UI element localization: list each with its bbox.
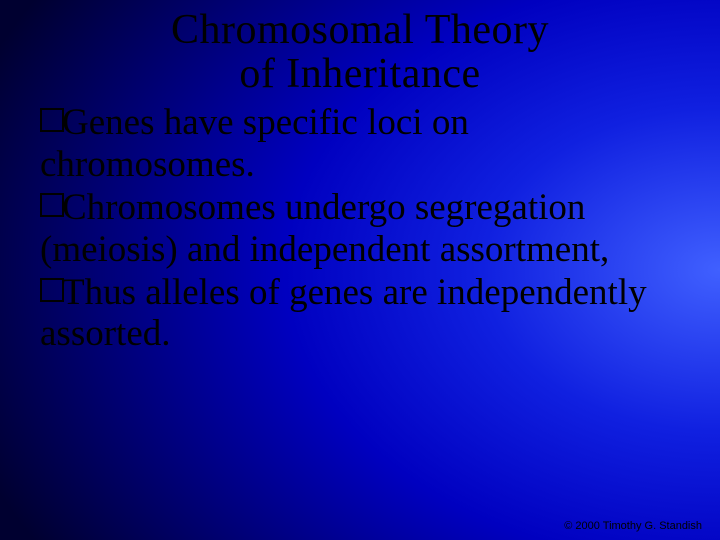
square-bullet-icon bbox=[40, 278, 64, 302]
square-bullet-icon bbox=[40, 108, 64, 132]
bullet-text: Chromosomes undergo segregation (meiosis… bbox=[40, 187, 609, 269]
title-line-2: of Inheritance bbox=[239, 51, 480, 97]
slide-title: Chromosomal Theory of Inheritance bbox=[0, 0, 720, 96]
title-line-1: Chromosomal Theory bbox=[171, 7, 549, 53]
bullet-item: Thus alleles of genes are independently … bbox=[40, 272, 690, 355]
slide: Chromosomal Theory of Inheritance Genes … bbox=[0, 0, 720, 540]
square-bullet-icon bbox=[40, 193, 64, 217]
bullet-text: Thus alleles of genes are independently … bbox=[40, 272, 647, 354]
bullet-item: Genes have specific loci on chromosomes. bbox=[40, 102, 690, 185]
bullet-text: Genes have specific loci on chromosomes. bbox=[40, 102, 469, 184]
slide-body: Genes have specific loci on chromosomes.… bbox=[0, 96, 720, 355]
copyright-footer: © 2000 Timothy G. Standish bbox=[564, 520, 702, 532]
bullet-item: Chromosomes undergo segregation (meiosis… bbox=[40, 187, 690, 270]
